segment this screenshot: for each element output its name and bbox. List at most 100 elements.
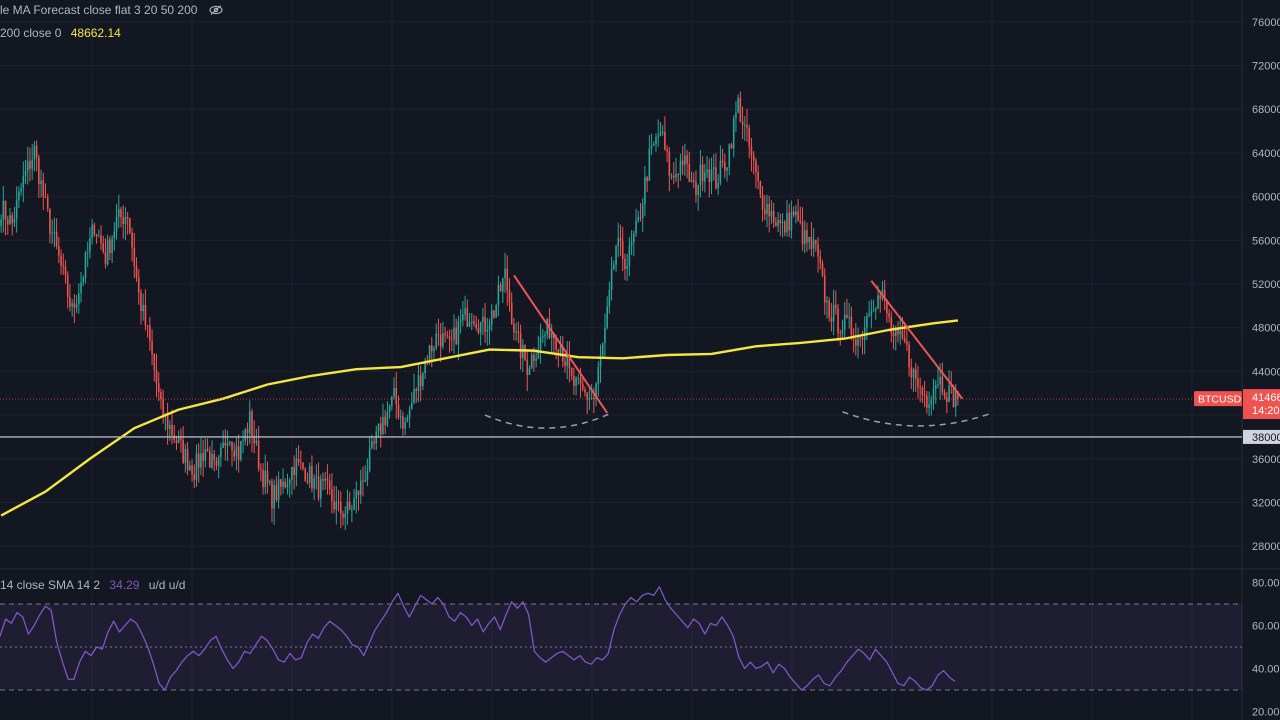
candle-body (655, 136, 657, 145)
candle-body (175, 439, 178, 443)
candle-body (677, 174, 680, 176)
candle-body (29, 160, 31, 169)
candle-body (44, 196, 47, 198)
candle-body (912, 369, 915, 378)
candle-body (473, 321, 475, 324)
candle-body (515, 331, 517, 333)
candle-body (64, 266, 67, 276)
candle-body (732, 118, 735, 149)
candle-body (357, 490, 360, 496)
candle-body (823, 275, 826, 303)
candle-body (923, 394, 926, 396)
candle-body (171, 425, 173, 436)
candle-body (364, 480, 366, 482)
candle-body (926, 395, 928, 408)
candle-body (866, 316, 868, 328)
candle-body (366, 470, 369, 481)
candle-body (113, 231, 116, 239)
candle-body (117, 208, 120, 217)
ma-forecast-legend-text: le MA Forecast close flat 3 20 50 200 (0, 3, 198, 17)
candle-body (588, 398, 591, 400)
candle-body (73, 303, 76, 308)
candle-body (615, 246, 617, 265)
candle-body (417, 375, 420, 392)
price-tick-label: 32000 (1252, 497, 1280, 509)
rsi-legend[interactable]: 14 close SMA 14 2 34.29 u/d u/d (0, 578, 185, 592)
candle-body (666, 149, 668, 152)
candle-body (610, 268, 613, 290)
candle-body (943, 392, 946, 398)
candle-body (60, 255, 62, 266)
candle-body (808, 236, 810, 243)
candle-body (13, 219, 16, 224)
candle-body (857, 337, 859, 346)
candle-body (626, 265, 628, 269)
candle-body (801, 222, 804, 245)
candle-body (126, 216, 129, 219)
candle-body (275, 485, 278, 501)
candle-body (66, 275, 69, 297)
candle-body (184, 448, 187, 463)
candle-body (137, 277, 140, 293)
candle-body (841, 330, 844, 334)
candle-body (386, 411, 389, 425)
ma200-legend[interactable]: 200 close 0 48662.14 (0, 26, 121, 40)
candle-body (712, 167, 715, 170)
candle-body (879, 295, 882, 299)
candle-body (737, 97, 739, 113)
candle-body (766, 203, 768, 215)
candle-body (75, 304, 78, 308)
candle-body (644, 177, 646, 204)
candle-body (80, 282, 82, 294)
candle-body (566, 356, 569, 366)
candle-body (697, 184, 699, 195)
eye-slash-icon[interactable] (209, 5, 223, 15)
candle-body (803, 230, 806, 245)
candle-body (568, 356, 571, 368)
candle-body (0, 219, 2, 227)
candle-body (763, 209, 766, 215)
candle-body (914, 369, 917, 379)
candle-body (337, 501, 340, 503)
candle-body (468, 322, 471, 327)
candle-body (182, 439, 184, 463)
candle-body (493, 310, 495, 318)
candle-body (652, 144, 655, 146)
last-price-text: 41466 (1252, 392, 1280, 404)
candle-body (544, 334, 546, 337)
candle-body (817, 244, 819, 257)
candle-body (835, 304, 837, 309)
candle-body (144, 304, 147, 326)
candle-body (795, 211, 797, 216)
candle-body (277, 479, 280, 501)
candle-body (326, 478, 329, 481)
candle-body (704, 172, 706, 182)
candle-body (797, 211, 799, 221)
candle-body (502, 278, 504, 292)
candle-body (26, 160, 29, 172)
candle-body (799, 220, 802, 223)
candle-body (555, 338, 557, 350)
candle-body (20, 187, 22, 192)
price-tick-label: 76000 (1252, 17, 1280, 29)
candle-body (106, 239, 109, 265)
candle-body (31, 159, 33, 169)
candle-body (111, 238, 113, 253)
candle-body (91, 224, 93, 239)
candle-body (353, 498, 355, 510)
candle-body (675, 174, 677, 178)
candle-body (153, 353, 156, 370)
candle-body (384, 417, 386, 425)
ma-forecast-legend[interactable]: le MA Forecast close flat 3 20 50 200 (0, 3, 223, 17)
candle-body (408, 409, 411, 418)
candle-body (339, 502, 342, 514)
candle-body (202, 453, 204, 461)
candle-body (95, 234, 98, 236)
candle-body (266, 470, 269, 483)
candle-body (391, 396, 393, 407)
candle-body (508, 290, 511, 303)
candle-body (635, 220, 637, 234)
candle-body (22, 175, 25, 188)
